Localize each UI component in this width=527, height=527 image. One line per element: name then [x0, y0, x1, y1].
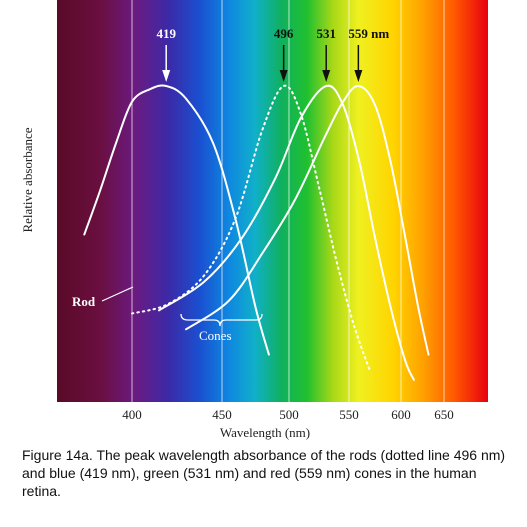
peak-label: 419	[156, 26, 176, 41]
peak-label: 496	[274, 26, 294, 41]
peak-label: 531	[316, 26, 336, 41]
x-tick-label: 400	[122, 407, 142, 422]
x-tick-label: 500	[279, 407, 299, 422]
peak-arrow-head	[279, 70, 288, 82]
x-tick-label: 550	[339, 407, 359, 422]
peak-arrow-head	[162, 70, 171, 82]
x-axis-ticks: 400 450 500 550 600 650	[122, 407, 454, 422]
spectrum-chart: 419 496 531 559 nm Rod Cones Relative absor…	[20, 0, 488, 440]
peak-arrow-head	[322, 70, 331, 82]
peak-label: 559 nm	[348, 26, 389, 41]
absorbance-curves	[83, 84, 430, 381]
x-tick-label: 600	[391, 407, 411, 422]
cones-label: Cones	[199, 328, 232, 343]
rod-leader-line	[101, 286, 134, 302]
absorbance-curve-2	[158, 84, 415, 381]
gridlines	[131, 0, 445, 402]
x-axis-label: Wavelength (nm)	[220, 425, 310, 440]
x-tick-label: 450	[212, 407, 232, 422]
cones-bracket	[180, 313, 263, 327]
spectrum-background	[57, 0, 488, 402]
x-tick-label: 650	[434, 407, 454, 422]
rod-label: Rod	[72, 294, 96, 309]
y-axis-label: Relative absorbance	[20, 127, 35, 232]
absorbance-curve-3	[185, 85, 430, 356]
absorbance-curve-1	[131, 84, 371, 372]
peak-markers: 419 496 531 559 nm	[156, 26, 389, 82]
absorbance-curve-0	[83, 84, 270, 356]
figure-caption: Figure 14a. The peak wavelength absorban…	[22, 447, 506, 499]
peak-arrow-head	[354, 70, 363, 82]
